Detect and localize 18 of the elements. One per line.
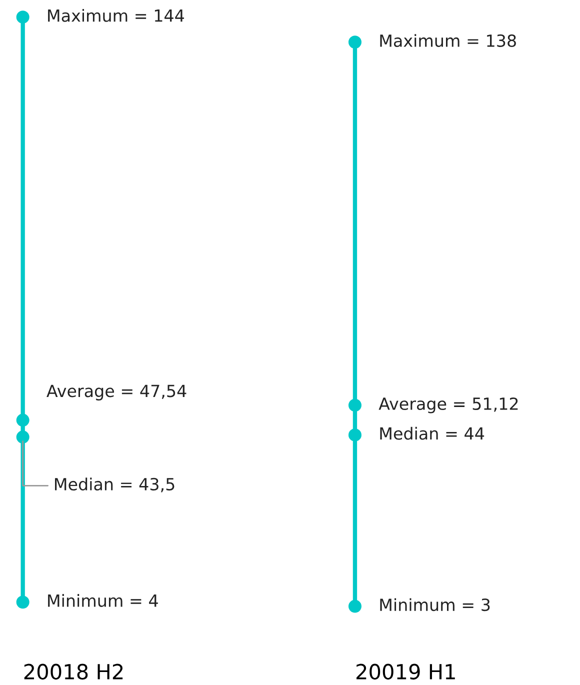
data-label: Minimum = 3: [380, 598, 490, 612]
point: [16, 596, 30, 609]
point: [16, 414, 30, 427]
x-tick-label: 20018 H2: [24, 664, 123, 680]
data-label: Average = 47,54: [46, 384, 186, 400]
point: [348, 600, 362, 613]
point: [348, 36, 362, 49]
data-label: Median = 43,5: [55, 478, 174, 492]
data-label: Median = 44: [380, 426, 484, 440]
data-label: Average = 51,12: [378, 397, 518, 414]
point: [16, 10, 30, 24]
point: [16, 430, 30, 444]
x-tick-label: 20019 H1: [356, 664, 455, 680]
data-label: Maximum = 138: [380, 34, 516, 47]
point: [348, 398, 362, 412]
data-label: Maximum = 144: [48, 9, 184, 22]
point: [348, 428, 362, 442]
data-label: Minimum = 4: [48, 594, 158, 607]
